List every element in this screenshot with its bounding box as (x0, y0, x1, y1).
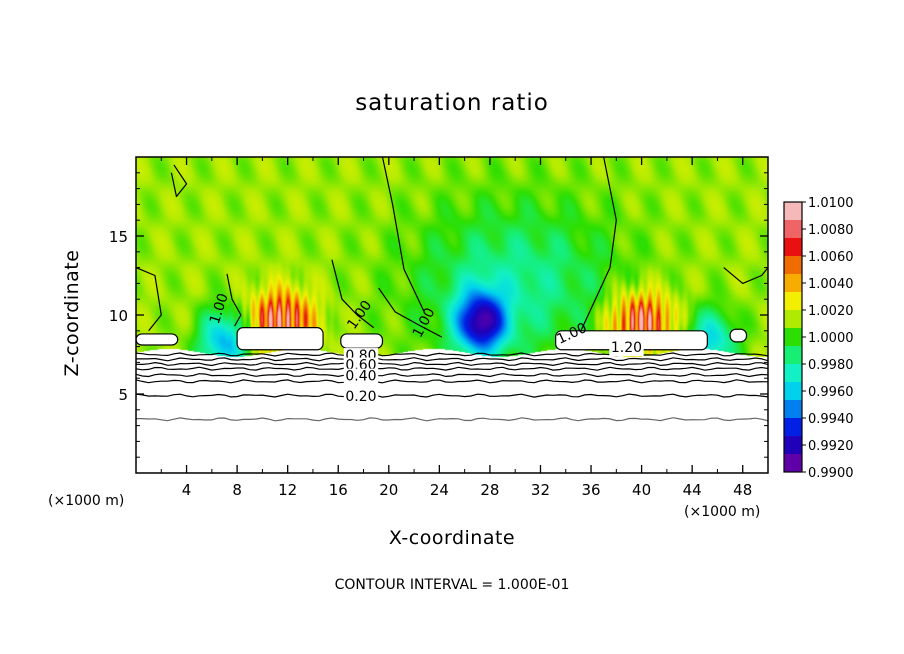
colorbar-swatch (784, 238, 802, 257)
colorbar-swatch (784, 418, 802, 437)
colorbar-swatch (784, 400, 802, 419)
contour-line (136, 372, 768, 378)
colorbar-label: 1.0100 (808, 196, 854, 211)
colorbar-label: 1.0000 (808, 331, 854, 346)
cloud-region (340, 333, 384, 349)
x-tick-label: 24 (430, 481, 449, 499)
colorbar-label: 0.9980 (808, 358, 854, 373)
colorbar-label: 1.0040 (808, 277, 854, 292)
colorbar-swatch (784, 310, 802, 329)
contour-line (136, 393, 768, 398)
colorbar-label: 1.0080 (808, 223, 854, 238)
contour-line (226, 273, 242, 327)
heatmap-field (136, 157, 768, 473)
colorbar-swatch (784, 220, 802, 239)
x-unit-label-right: (×1000 m) (684, 504, 761, 520)
contour-line (136, 361, 768, 367)
x-tick-label: 48 (733, 481, 752, 499)
colorbar-label: 0.9960 (808, 385, 854, 400)
colorbar-swatch (784, 202, 802, 221)
x-tick-label: 16 (329, 481, 348, 499)
colorbar-swatch (784, 274, 802, 293)
contour-line (136, 366, 768, 371)
colorbar-swatch (784, 436, 802, 455)
cloud-region (236, 327, 324, 351)
x-tick-label: 8 (232, 481, 242, 499)
y-tick-label: 10 (109, 307, 128, 325)
colorbar-label: 0.9940 (808, 412, 854, 427)
contour-label-bg (609, 340, 644, 357)
contour-line (136, 357, 768, 362)
contour-label: 1.20 (611, 340, 642, 356)
contour-line (331, 259, 374, 329)
x-axis-label: X-coordinate (388, 527, 516, 549)
contour-line (136, 379, 768, 384)
y-axis-label: Z-coordinate (61, 249, 83, 377)
colorbar-label: 0.9900 (808, 466, 854, 481)
contour-line (378, 287, 443, 338)
contour-label: 0.40 (345, 369, 376, 385)
colorbar-swatch (784, 454, 802, 473)
x-tick-label: 12 (278, 481, 297, 499)
y-tick-label: 5 (118, 386, 128, 404)
cloud-region (729, 328, 748, 343)
colorbar-swatch (784, 328, 802, 347)
contour-interval-note: CONTOUR INTERVAL = 1.000E-01 (334, 577, 570, 593)
x-tick-label: 20 (379, 481, 398, 499)
x-tick-label: 32 (531, 481, 550, 499)
cloud-region (136, 333, 179, 346)
colorbar-label: 1.0060 (808, 250, 854, 265)
y-tick-label: 15 (109, 228, 128, 246)
contour-line (170, 164, 188, 198)
colorbar-swatch (784, 292, 802, 311)
colorbar-label: 0.9920 (808, 439, 854, 454)
colorbar-swatch (784, 364, 802, 383)
colorbar-swatch (784, 256, 802, 275)
x-tick-label: 28 (480, 481, 499, 499)
contour-label: 0.20 (345, 389, 376, 405)
contour-line (136, 417, 768, 422)
contour-line (381, 157, 425, 313)
x-tick-label: 36 (581, 481, 600, 499)
contour-line (136, 267, 162, 332)
contour-line (580, 157, 617, 332)
colorbar-swatch (784, 382, 802, 401)
chart-title: saturation ratio (355, 90, 549, 116)
colorbar-label: 1.0020 (808, 304, 854, 319)
contour-line (136, 352, 768, 357)
x-unit-label-left: (×1000 m) (48, 493, 125, 509)
contour-line (723, 267, 768, 284)
x-tick-label: 40 (632, 481, 651, 499)
colorbar-swatch (784, 346, 802, 365)
contour-label-bg (343, 389, 379, 406)
x-tick-label: 44 (683, 481, 702, 499)
contour-label-bg (343, 368, 379, 385)
x-tick-label: 4 (182, 481, 192, 499)
